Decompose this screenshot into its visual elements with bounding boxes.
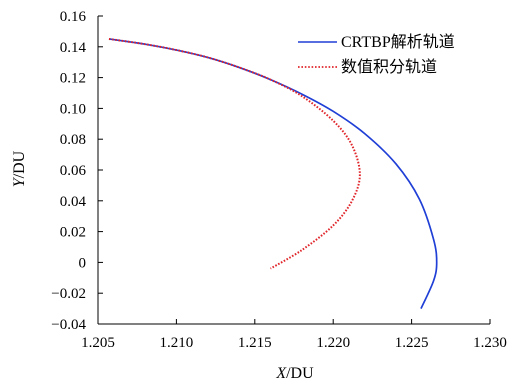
x-axis-label-unit: /DU	[286, 365, 314, 382]
y-tick-label: 0.06	[60, 163, 87, 179]
y-axis-label: Y/DU	[11, 150, 28, 187]
y-tick-label: −0.04	[51, 317, 86, 333]
legend: CRTBP解析轨道 数值积分轨道	[298, 33, 455, 76]
x-tick-label: 1.220	[316, 335, 350, 351]
x-tick-label: 1.230	[473, 335, 507, 351]
y-tick-label: 0.16	[60, 9, 87, 25]
y-tick-label: 0.14	[60, 40, 87, 56]
y-axis-label-symbol: Y	[11, 176, 28, 187]
plot-area: 1.205 1.210 1.215 1.220 1.225 1.230 0.16 0.14 0.…	[51, 9, 507, 351]
x-axis-label: X/DU	[275, 365, 314, 382]
x-axis-label-symbol: X	[275, 365, 287, 382]
x-tick-label: 1.215	[238, 335, 272, 351]
y-tick-label: 0.04	[60, 194, 87, 210]
y-tick-label: 0.08	[60, 132, 86, 148]
x-tick-label: 1.205	[81, 335, 115, 351]
y-tick-label: 0.10	[60, 101, 86, 117]
x-tick-label: 1.210	[160, 335, 194, 351]
y-axis-label-unit: /DU	[11, 150, 28, 178]
y-tick-label: 0.12	[60, 71, 86, 87]
legend-label-crtbp: CRTBP解析轨道	[341, 33, 455, 51]
y-tick-label: 0	[79, 255, 87, 271]
legend-label-numerical: 数值积分轨道	[341, 58, 437, 76]
numerical-integration-orbit-line	[108, 37, 361, 270]
crtbp-analytic-orbit-line	[108, 38, 438, 309]
y-tick-label: 0.02	[60, 225, 86, 241]
y-tick-label: −0.02	[51, 286, 86, 302]
x-tick-label: 1.225	[395, 335, 429, 351]
